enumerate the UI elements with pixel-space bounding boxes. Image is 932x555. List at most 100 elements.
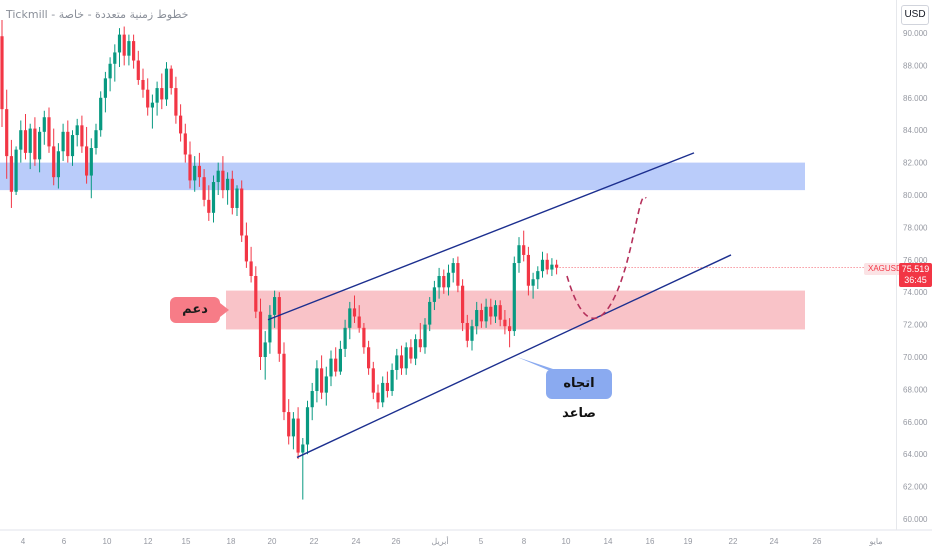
drawings xyxy=(220,152,896,459)
candle-body xyxy=(489,306,493,317)
candle-body xyxy=(258,311,263,357)
candle-body xyxy=(249,261,253,276)
candle-body xyxy=(254,276,258,312)
candle-body xyxy=(85,146,89,176)
uptrend-label[interactable]: اتجاه صاعد xyxy=(546,369,612,421)
candle-body xyxy=(146,89,150,108)
candle-body xyxy=(164,68,169,100)
candle-body xyxy=(273,297,277,315)
candle-body xyxy=(310,391,314,408)
candle-body xyxy=(334,358,338,372)
candle-body xyxy=(14,149,18,192)
candle-body xyxy=(338,348,342,372)
time-tick-label: 10 xyxy=(103,537,112,546)
candle-body xyxy=(348,308,352,328)
chart-watermark: Tickmill - خطوط زمنية متعددة - خاصة xyxy=(6,8,189,21)
time-tick-label: مايو xyxy=(868,537,882,546)
candle-body xyxy=(465,322,469,341)
candle-body xyxy=(42,117,46,132)
candle-body xyxy=(75,125,79,136)
uptrend-label-pointer xyxy=(517,357,556,370)
candle-body xyxy=(376,392,380,403)
candle-body xyxy=(479,310,483,322)
candles xyxy=(0,20,559,500)
price-tick-label: 82.000 xyxy=(903,159,928,168)
candle-body xyxy=(395,355,399,370)
time-tick-label: 20 xyxy=(268,537,277,546)
candle-body xyxy=(28,128,32,153)
time-tick-label: 24 xyxy=(352,537,361,546)
candle-body xyxy=(357,316,361,328)
candle-body xyxy=(155,88,159,103)
candle-body xyxy=(305,407,310,445)
time-tick-label: 6 xyxy=(62,537,67,546)
candle-body xyxy=(526,254,530,286)
candle-body xyxy=(99,97,103,131)
symbol-label: XAGUSD xyxy=(864,263,906,275)
candle-body xyxy=(432,287,436,302)
candle-body xyxy=(61,131,65,152)
candle-body xyxy=(150,102,154,108)
candle-body xyxy=(207,199,211,213)
price-tick-label: 80.000 xyxy=(903,191,928,200)
candle-body xyxy=(113,52,117,64)
candle-body xyxy=(456,263,460,286)
candle-body xyxy=(470,326,474,341)
candle-body xyxy=(536,271,540,280)
candle-body xyxy=(268,314,272,343)
candle-body xyxy=(52,146,56,178)
candle-body xyxy=(117,34,122,53)
price-tick-label: 90.000 xyxy=(903,29,928,38)
price-tick-label: 88.000 xyxy=(903,61,928,70)
price-tick-label: 60.000 xyxy=(903,515,928,524)
candle-body xyxy=(531,279,535,286)
price-tick-label: 76.000 xyxy=(903,256,928,265)
candle-body xyxy=(94,130,98,149)
candle-body xyxy=(47,117,51,147)
support-label-pointer xyxy=(220,303,229,317)
time-tick-label: 8 xyxy=(522,537,527,546)
candle-body xyxy=(282,353,286,413)
candle-body xyxy=(493,305,498,317)
candle-body xyxy=(193,165,197,181)
support-label[interactable]: دعم xyxy=(170,297,220,323)
candle-body xyxy=(33,128,37,160)
candle-body xyxy=(89,148,93,176)
candle-body xyxy=(508,326,512,332)
currency-button[interactable]: USD xyxy=(901,5,929,25)
time-tick-label: 4 xyxy=(21,537,26,546)
price-tick-label: 62.000 xyxy=(903,483,928,492)
candle-body xyxy=(503,319,507,327)
candle-body xyxy=(343,327,347,349)
time-tick-label: 14 xyxy=(604,537,613,546)
time-tick-label: 12 xyxy=(144,537,153,546)
candle-body xyxy=(498,305,502,320)
candle-body xyxy=(385,382,389,392)
candle-body xyxy=(226,178,230,191)
candle-body xyxy=(221,170,225,191)
candle-body xyxy=(183,133,187,155)
candle-body xyxy=(66,131,70,157)
time-axis[interactable]: 4 6 10 12 15 18 20 22 24 26 أبريل 5 8 10 14 16 19 22 24 26 م… xyxy=(21,535,883,546)
candle-body xyxy=(362,327,366,348)
candle-body xyxy=(80,125,84,147)
candle-body xyxy=(320,368,324,393)
time-tick-label: 22 xyxy=(729,537,738,546)
candle-body xyxy=(451,263,455,273)
candle-body xyxy=(399,355,404,369)
candle-body xyxy=(38,131,42,160)
candle-body xyxy=(122,34,126,56)
candle-body xyxy=(437,276,441,288)
candle-body xyxy=(263,342,267,357)
candle-body xyxy=(301,444,305,453)
candle-body xyxy=(0,36,4,110)
candle-body xyxy=(160,88,164,100)
price-axis[interactable]: 60.000 62.000 64.000 66.000 68.000 70.000 72.0… xyxy=(903,29,928,524)
last-price-tag: 75.519 36:45 xyxy=(899,263,932,287)
candle-body xyxy=(127,41,131,56)
candle-body xyxy=(108,63,112,79)
price-tick-label: 64.000 xyxy=(903,450,928,459)
bar-countdown: 36:45 xyxy=(904,275,927,285)
